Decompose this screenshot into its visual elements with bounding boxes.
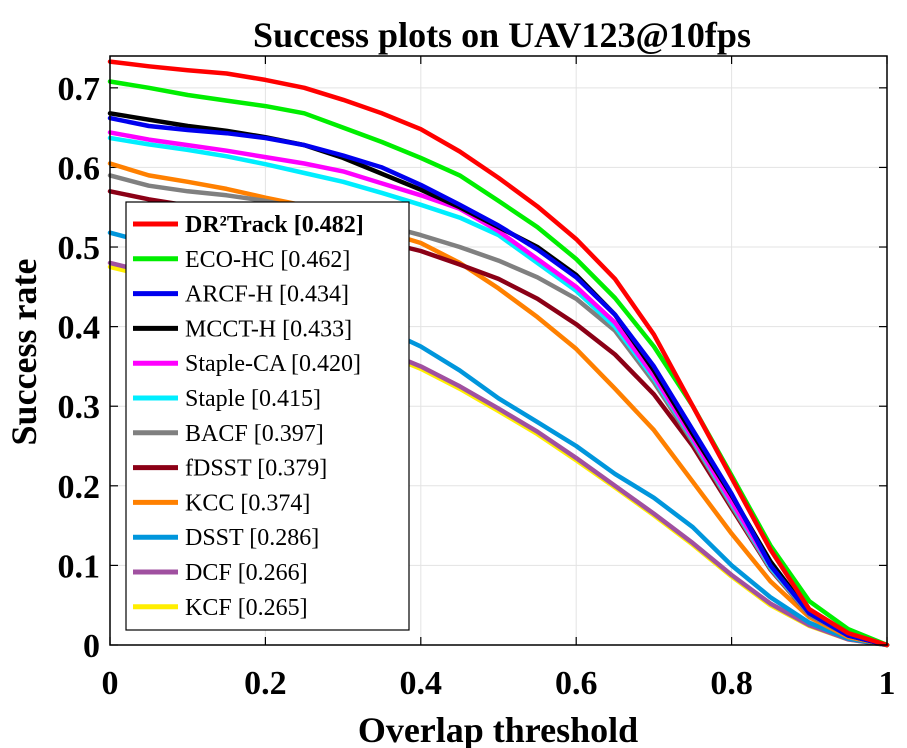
legend-item: DCF [0.266] (133, 560, 308, 586)
y-tick-label: 0 (83, 628, 100, 665)
legend-label: DSST [0.286] (185, 525, 319, 551)
axes-frame (109, 55, 888, 646)
legend-label: BACF [0.397] (185, 421, 324, 447)
legend-label: DCF [0.266] (185, 560, 308, 586)
x-axis-label: Overlap threshold (358, 710, 638, 748)
y-tick-label: 0.2 (58, 469, 101, 506)
legend-item: MCCT-H [0.433] (133, 316, 352, 342)
legend-label: DR²Track [0.482] (185, 212, 364, 238)
legend-item: Staple [0.415] (133, 386, 321, 412)
x-tick-label: 0.6 (555, 665, 598, 702)
legend-item: BACF [0.397] (133, 421, 324, 447)
y-axis-label: Success rate (4, 259, 44, 446)
chart-title: Success plots on UAV123@10fps (253, 15, 751, 55)
legend-items: DR²Track [0.482] ECO-HC [0.462] ARCF-H [0.… (133, 212, 364, 621)
legend-item: DSST [0.286] (133, 525, 319, 551)
legend-label: MCCT-H [0.433] (185, 316, 352, 342)
legend-label: ARCF-H [0.434] (185, 282, 349, 308)
y-tick-label: 0.3 (58, 389, 101, 426)
y-tick-label: 0.7 (58, 71, 101, 108)
legend-label: ECO-HC [0.462] (185, 247, 350, 273)
legend-item: Staple-CA [0.420] (133, 351, 361, 377)
x-tick-label: 1 (879, 665, 896, 702)
series-line-0 (107, 59, 890, 648)
x-tick-label: 0.8 (710, 665, 753, 702)
legend-item: KCF [0.265] (133, 595, 308, 621)
legend-label: KCF [0.265] (185, 595, 308, 621)
legend: DR²Track [0.482] ECO-HC [0.462] ARCF-H [0.… (125, 201, 410, 631)
legend-item: fDSST [0.379] (133, 456, 327, 482)
legend-box (125, 201, 410, 631)
x-tick-labels: 0 0.2 0.4 0.6 0.8 1 (102, 665, 896, 702)
x-tick-label: 0 (102, 665, 119, 702)
legend-label: KCC [0.374] (185, 490, 310, 516)
series-line-8 (107, 161, 890, 648)
series-line-2 (107, 115, 890, 648)
y-tick-label: 0.4 (58, 310, 101, 347)
legend-item: ARCF-H [0.434] (133, 282, 349, 308)
y-tick-label: 0.5 (58, 230, 101, 267)
legend-label: Staple [0.415] (185, 386, 321, 412)
x-tick-label: 0.2 (244, 665, 287, 702)
y-tick-label: 0.6 (58, 150, 101, 187)
x-tick-label: 0.4 (400, 665, 443, 702)
legend-label: Staple-CA [0.420] (185, 351, 361, 377)
y-tick-labels: 0 0.1 0.2 0.3 0.4 0.5 0.6 0.7 (58, 71, 101, 665)
legend-item: ECO-HC [0.462] (133, 247, 350, 273)
legend-item: KCC [0.374] (133, 490, 310, 516)
legend-item: DR²Track [0.482] (133, 212, 364, 238)
y-tick-label: 0.1 (58, 548, 101, 585)
legend-label: fDSST [0.379] (185, 456, 327, 482)
